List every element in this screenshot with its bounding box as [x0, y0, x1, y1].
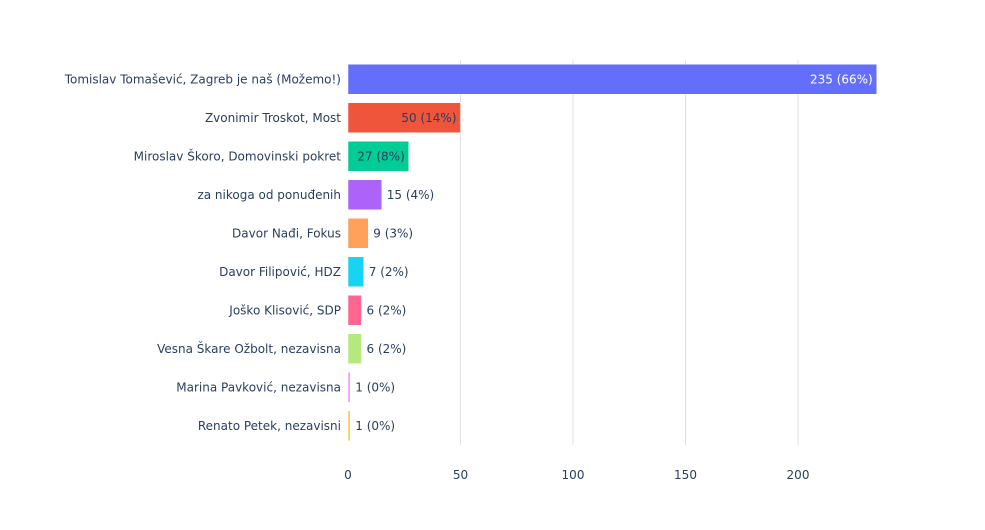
data-label: 9 (3%)	[373, 226, 413, 240]
data-label: 235 (66%)	[810, 72, 873, 86]
y-tick-label: Vesna Škare Ožbolt, nezavisna	[157, 341, 341, 356]
data-label: 50 (14%)	[401, 111, 456, 125]
data-label: 15 (4%)	[387, 188, 434, 202]
y-tick-label: Renato Petek, nezavisni	[198, 419, 341, 433]
bar	[347, 179, 382, 210]
y-tick-label: za nikoga od ponuđenih	[197, 188, 341, 202]
bar	[347, 372, 351, 403]
y-tick-label: Marina Pavković, nezavisna	[176, 380, 341, 394]
x-tick-label: 100	[562, 468, 585, 482]
data-label: 6 (2%)	[367, 342, 407, 356]
bar	[347, 256, 364, 287]
y-tick-label: Zvonimir Troskot, Most	[205, 111, 341, 125]
y-tick-label: Davor Nađi, Fokus	[232, 226, 341, 240]
bar	[347, 141, 409, 172]
y-tick-label: Tomislav Tomašević, Zagreb je naš (Možem…	[64, 72, 341, 86]
bar	[347, 218, 369, 249]
data-label: 1 (0%)	[355, 419, 395, 433]
data-label: 27 (8%)	[357, 149, 404, 163]
y-tick-label: Joško Klisović, SDP	[228, 303, 341, 317]
x-tick-label: 0	[344, 468, 352, 482]
y-tick-label: Miroslav Škoro, Domovinski pokret	[134, 148, 342, 163]
bar	[347, 102, 461, 133]
data-label: 7 (2%)	[369, 265, 409, 279]
bar	[347, 410, 351, 441]
y-tick-label: Davor Filipović, HDZ	[219, 265, 341, 279]
bar	[347, 295, 362, 326]
x-tick-label: 150	[674, 468, 697, 482]
data-label: 6 (2%)	[367, 303, 407, 317]
bar	[347, 333, 362, 364]
x-tick-label: 200	[787, 468, 810, 482]
data-label: 1 (0%)	[355, 380, 395, 394]
x-tick-label: 50	[453, 468, 468, 482]
bar	[347, 64, 877, 95]
